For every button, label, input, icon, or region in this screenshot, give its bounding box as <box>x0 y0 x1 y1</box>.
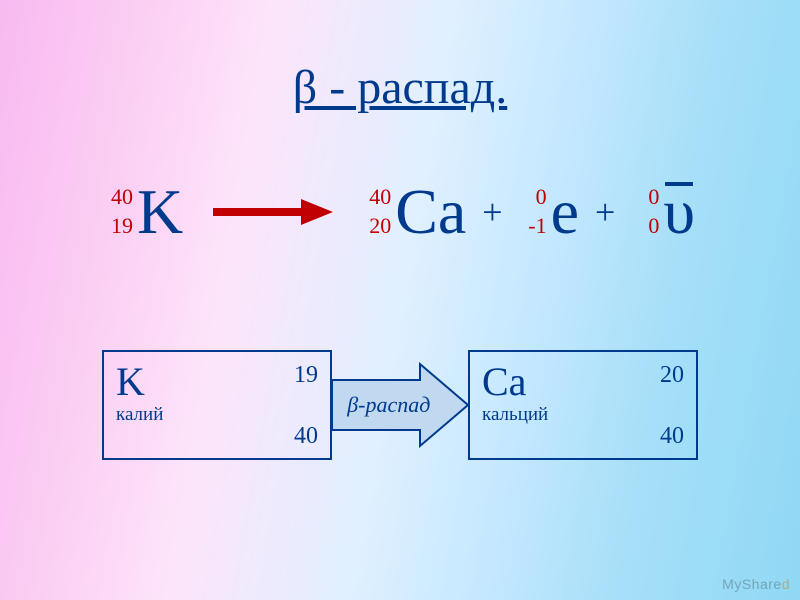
box-right-symbol: Ca <box>482 358 526 405</box>
element-box-left: K калий 19 40 <box>102 350 332 460</box>
electron-numbers: 0 -1 <box>519 183 547 240</box>
antineutrino-bar-icon <box>665 182 693 186</box>
reactant-numbers: 40 19 <box>105 183 133 240</box>
product-symbol: Ca <box>395 180 466 244</box>
neutrino-symbol: υ <box>663 176 695 247</box>
nuclide-neutrino: 0 0 υ <box>631 180 695 244</box>
reactant-mass: 40 <box>105 183 133 212</box>
product-atomic: 20 <box>363 212 391 241</box>
element-transition-row: K калий 19 40 β-распад Ca кальций 20 40 <box>102 350 698 460</box>
box-left-symbol: K <box>116 358 145 405</box>
watermark-text: MyShare <box>722 576 782 592</box>
plus-sign-2: + <box>595 191 615 233</box>
block-arrow-label: β-распад <box>347 392 430 418</box>
nuclide-product: 40 20 Ca <box>363 180 466 244</box>
box-left-name: калий <box>116 404 163 426</box>
plus-sign-1: + <box>482 191 502 233</box>
box-right-a: 40 <box>660 423 684 450</box>
electron-atomic: -1 <box>519 212 547 241</box>
neutrino-mass: 0 <box>631 183 659 212</box>
electron-mass: 0 <box>519 183 547 212</box>
neutrino-symbol-wrap: υ <box>663 180 695 244</box>
electron-symbol: e <box>551 180 579 244</box>
watermark: MyShared <box>722 576 790 592</box>
block-arrow: β-распад <box>330 360 470 450</box>
box-left-a: 40 <box>294 423 318 450</box>
reactant-symbol: K <box>137 180 183 244</box>
watermark-accent: d <box>782 576 790 592</box>
nuclide-electron: 0 -1 e <box>519 180 579 244</box>
neutrino-numbers: 0 0 <box>631 183 659 240</box>
reaction-arrow-icon <box>213 197 333 227</box>
box-right-z: 20 <box>660 362 684 389</box>
box-right-name: кальций <box>482 404 548 426</box>
neutrino-atomic: 0 <box>631 212 659 241</box>
box-left-z: 19 <box>294 362 318 389</box>
title: β - распад. <box>293 60 507 115</box>
decay-equation: 40 19 K 40 20 Ca + 0 -1 e + 0 0 υ <box>105 180 695 244</box>
nuclide-reactant: 40 19 K <box>105 180 183 244</box>
product-numbers: 40 20 <box>363 183 391 240</box>
element-box-right: Ca кальций 20 40 <box>468 350 698 460</box>
product-mass: 40 <box>363 183 391 212</box>
reactant-atomic: 19 <box>105 212 133 241</box>
